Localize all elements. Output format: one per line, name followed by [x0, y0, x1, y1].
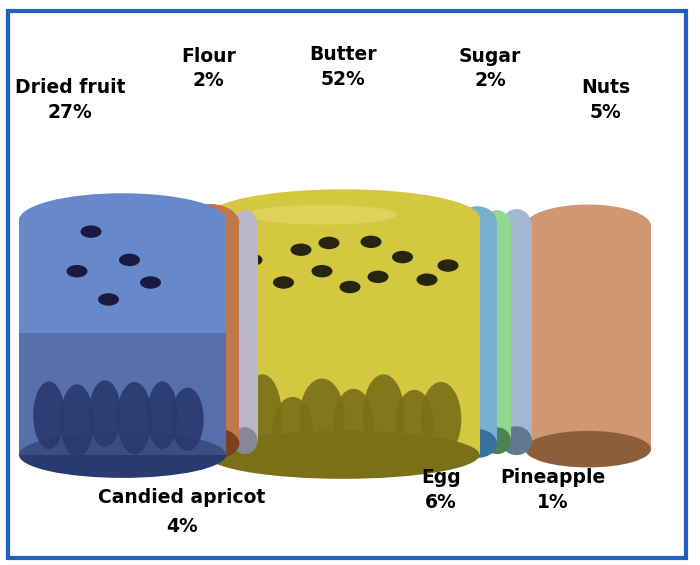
Polygon shape: [206, 218, 480, 455]
Ellipse shape: [290, 244, 312, 256]
Ellipse shape: [98, 293, 119, 306]
Ellipse shape: [312, 265, 332, 277]
Ellipse shape: [458, 206, 497, 240]
Ellipse shape: [181, 427, 239, 460]
Polygon shape: [19, 220, 226, 455]
Ellipse shape: [119, 254, 140, 266]
Ellipse shape: [247, 205, 397, 224]
Ellipse shape: [147, 381, 178, 449]
Text: Sugar: Sugar: [458, 47, 522, 66]
Ellipse shape: [232, 427, 258, 454]
Text: Dried fruit: Dried fruit: [15, 78, 125, 97]
Polygon shape: [483, 226, 511, 441]
Ellipse shape: [300, 379, 344, 458]
Text: 5%: 5%: [589, 103, 622, 123]
Ellipse shape: [214, 391, 256, 462]
Text: Egg: Egg: [421, 468, 461, 487]
Ellipse shape: [360, 236, 382, 248]
Ellipse shape: [368, 271, 388, 283]
Ellipse shape: [19, 432, 226, 478]
Ellipse shape: [80, 225, 101, 238]
Ellipse shape: [392, 251, 413, 263]
Ellipse shape: [483, 427, 511, 454]
Ellipse shape: [458, 429, 497, 458]
Ellipse shape: [60, 384, 94, 458]
Ellipse shape: [333, 389, 374, 461]
Text: 4%: 4%: [166, 517, 198, 536]
Ellipse shape: [501, 427, 532, 455]
Polygon shape: [181, 223, 239, 444]
Ellipse shape: [395, 390, 434, 458]
Polygon shape: [458, 223, 497, 444]
Text: Flour: Flour: [181, 47, 236, 66]
Ellipse shape: [241, 254, 262, 266]
Polygon shape: [19, 333, 226, 455]
Polygon shape: [501, 226, 532, 441]
Text: Nuts: Nuts: [581, 78, 630, 97]
Text: Butter: Butter: [309, 45, 377, 64]
Ellipse shape: [340, 281, 360, 293]
Ellipse shape: [34, 381, 64, 449]
Text: 2%: 2%: [193, 71, 225, 90]
Ellipse shape: [501, 209, 532, 243]
Ellipse shape: [272, 397, 313, 462]
Polygon shape: [232, 226, 258, 441]
Ellipse shape: [483, 210, 511, 242]
Ellipse shape: [244, 374, 281, 457]
Ellipse shape: [416, 273, 438, 286]
Ellipse shape: [525, 431, 651, 467]
Ellipse shape: [363, 374, 405, 457]
Polygon shape: [525, 226, 651, 449]
Text: 27%: 27%: [48, 103, 92, 123]
Ellipse shape: [525, 205, 651, 247]
Text: Candied apricot: Candied apricot: [99, 488, 265, 507]
Ellipse shape: [438, 259, 458, 272]
Text: 2%: 2%: [474, 71, 506, 90]
Ellipse shape: [89, 380, 121, 447]
Ellipse shape: [172, 388, 204, 451]
Ellipse shape: [117, 382, 152, 454]
Ellipse shape: [421, 382, 461, 457]
Ellipse shape: [140, 276, 161, 289]
Ellipse shape: [318, 237, 340, 249]
Ellipse shape: [19, 193, 226, 247]
Ellipse shape: [232, 210, 258, 242]
Text: Pineapple: Pineapple: [500, 468, 606, 487]
Ellipse shape: [273, 276, 294, 289]
Ellipse shape: [181, 204, 239, 242]
Ellipse shape: [206, 431, 480, 479]
Text: 52%: 52%: [321, 69, 365, 89]
Text: 1%: 1%: [537, 493, 569, 512]
Ellipse shape: [66, 265, 88, 277]
Text: 6%: 6%: [425, 493, 457, 512]
Ellipse shape: [206, 189, 480, 246]
